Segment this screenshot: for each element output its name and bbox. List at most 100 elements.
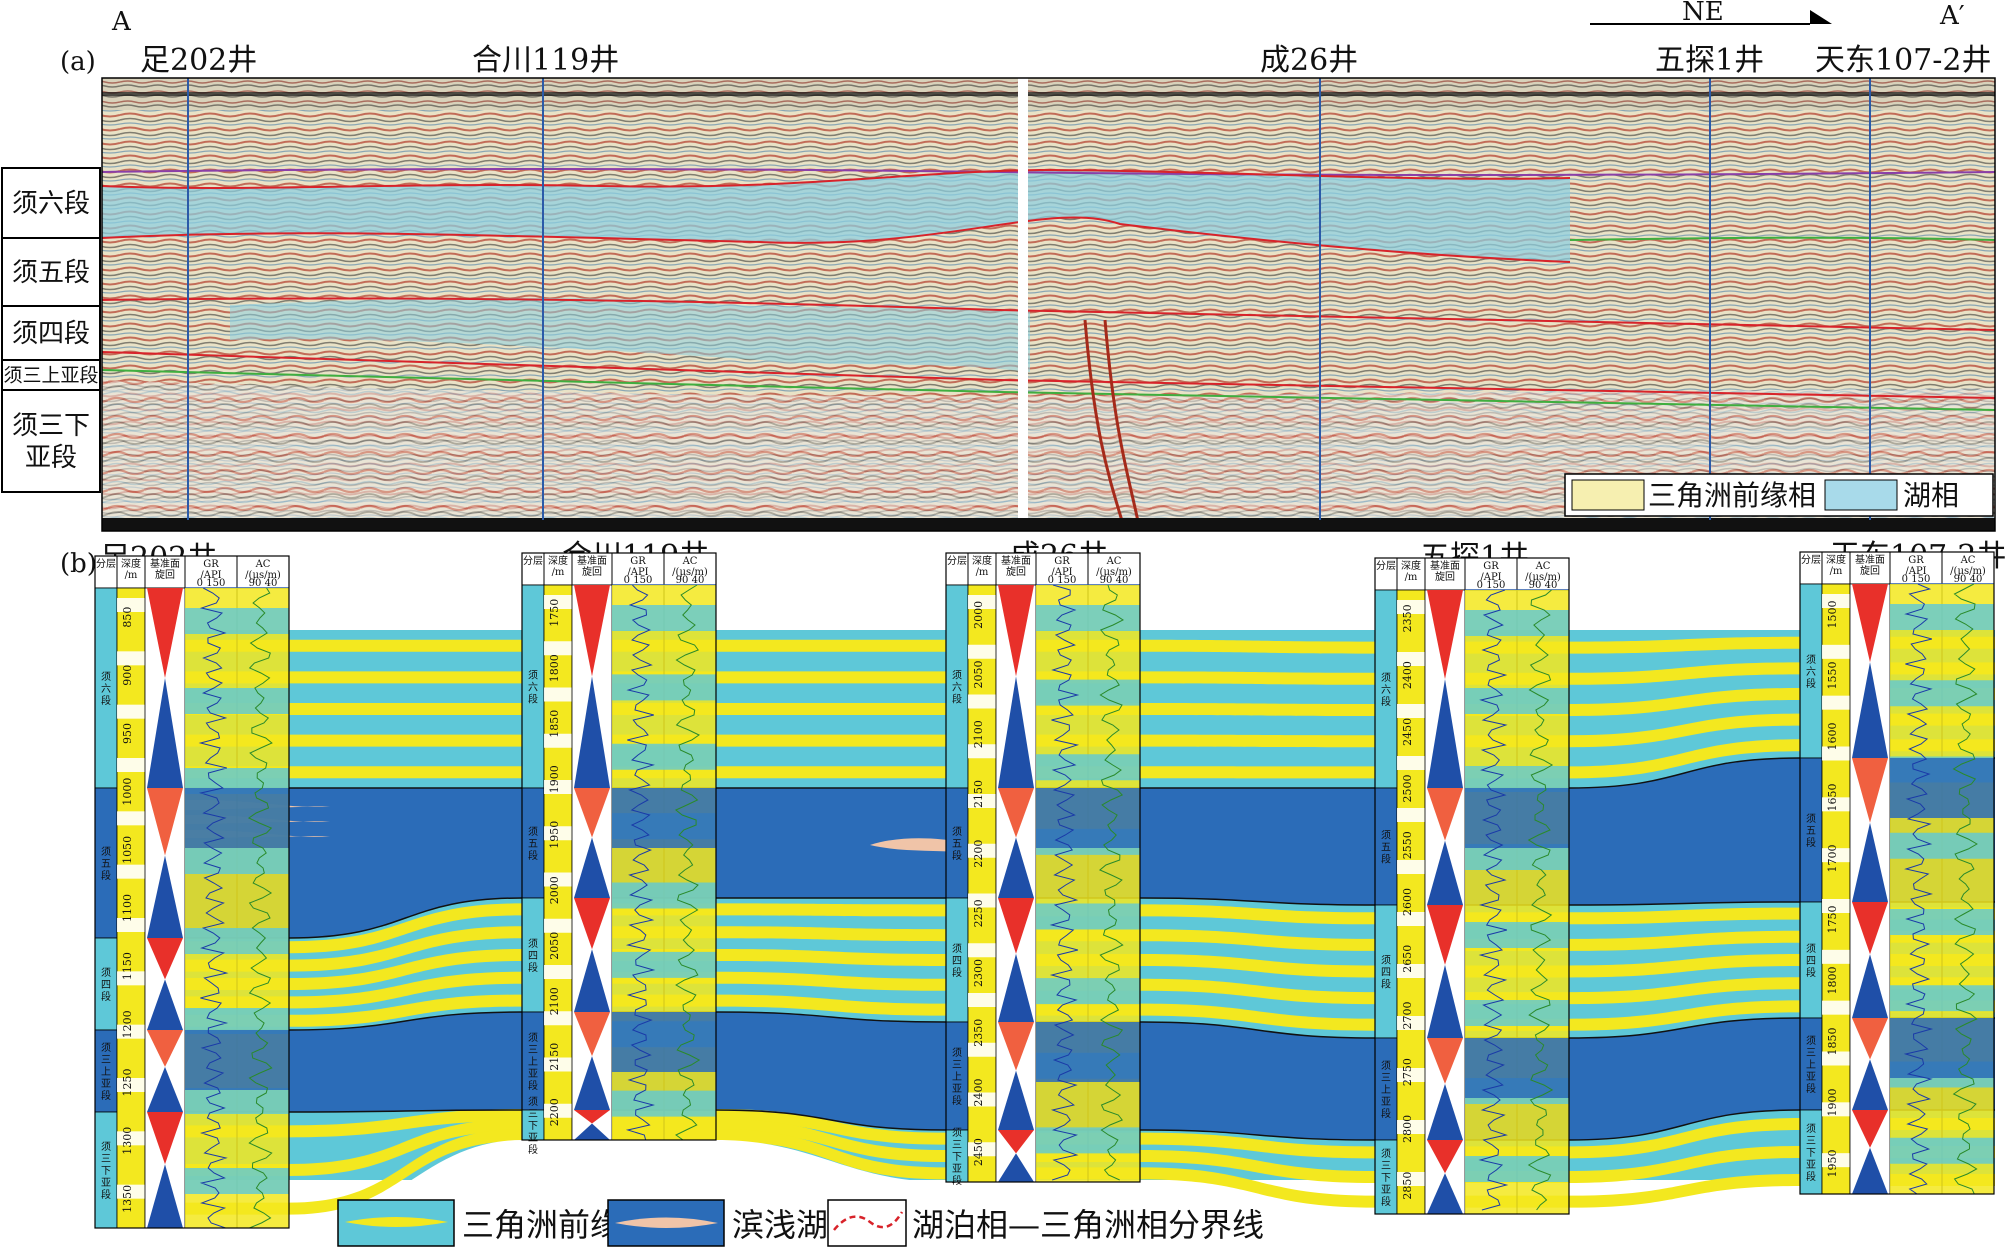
well-layer-label: 上 xyxy=(101,1066,111,1078)
column-header: 分层 xyxy=(947,555,967,567)
seismic-layer-label: 须四段 xyxy=(12,319,90,349)
well-layer-label: 须 xyxy=(528,1096,538,1108)
legend-label-lake-facies: 湖相 xyxy=(1903,479,1959,512)
column-header: /API xyxy=(627,567,648,578)
legend-label-facies-boundary: 湖泊相—三角洲相分界线 xyxy=(912,1206,1264,1244)
column-header: AC xyxy=(255,559,271,570)
well-layer-label: 上 xyxy=(1806,1059,1816,1071)
depth-tick: 1150 xyxy=(121,952,134,980)
column-header: /API xyxy=(1905,566,1926,577)
gr-scale: 0 150 xyxy=(1477,580,1506,591)
depth-tick: 2450 xyxy=(972,1138,985,1166)
well-layer-label: 段 xyxy=(528,693,538,706)
depth-tick: 850 xyxy=(121,607,134,628)
depth-tick: 1250 xyxy=(121,1069,134,1097)
well-layer-label: 亚 xyxy=(1381,1185,1391,1196)
well-layer-label: 须 xyxy=(952,670,962,682)
column-header: /API xyxy=(1051,567,1072,578)
column-header: /m xyxy=(976,567,989,578)
well-layer-label: 六 xyxy=(528,682,538,694)
well-layer-label: 亚 xyxy=(101,1178,111,1189)
gr-log-curve xyxy=(1478,589,1509,1211)
depth-tick: 1300 xyxy=(121,1127,134,1155)
depth-tick: 1750 xyxy=(548,599,561,627)
well-layer-label: 六 xyxy=(1381,684,1391,696)
well-layer-label: 六 xyxy=(1806,666,1816,678)
well-layer-label: 须 xyxy=(101,1042,111,1054)
well-layer-label: 五 xyxy=(1806,826,1816,837)
ac-scale: 90 40 xyxy=(1954,574,1983,585)
depth-tick: 1000 xyxy=(121,778,134,806)
well-layer-label: 须 xyxy=(1806,1035,1816,1047)
seismic-well-label: 五探1井 xyxy=(1655,43,1764,78)
well-layer-label: 须 xyxy=(1381,1060,1391,1072)
well-layer-label: 须 xyxy=(952,943,962,955)
depth-tick: 1750 xyxy=(1826,906,1839,934)
legend-swatch-delta-front-facies xyxy=(1571,479,1645,511)
depth-tick: 2300 xyxy=(972,959,985,987)
column-header: /m xyxy=(125,570,138,581)
column-header: GR xyxy=(630,556,646,567)
well-layer-label: 段 xyxy=(101,1089,111,1102)
seismic-well-label: 天东107-2井 xyxy=(1815,43,1991,78)
column-header: 深度 xyxy=(1401,559,1421,572)
well-layer-label: 三 xyxy=(952,1060,962,1071)
well-layer-label: 须 xyxy=(952,826,962,838)
depth-tick: 1850 xyxy=(1826,1028,1839,1056)
depth-tick: 1850 xyxy=(548,710,561,738)
depth-tick: 2350 xyxy=(1401,604,1414,632)
well-layer-label: 段 xyxy=(1381,978,1391,991)
column-header: GR xyxy=(1054,556,1070,567)
column-header: 分层 xyxy=(1376,560,1396,572)
depth-tick: 2750 xyxy=(1401,1058,1414,1086)
column-header: AC xyxy=(1960,555,1976,566)
ac-scale: 90 40 xyxy=(1100,575,1129,586)
well-layer-label: 五 xyxy=(952,839,962,850)
well-layer-label: 三 xyxy=(1381,1161,1391,1172)
ac-log-curve xyxy=(1527,589,1554,1211)
depth-tick: 2000 xyxy=(972,601,985,629)
well-layer-label: 下 xyxy=(1806,1148,1816,1159)
well-layer-label: 须 xyxy=(528,670,538,682)
well-layer-label: 三 xyxy=(101,1055,111,1066)
panel-b-legend: 三角洲前缘 滨浅湖 湖泊相—三角洲相分界线 xyxy=(337,1199,1264,1247)
column-header: 旋回 xyxy=(1006,565,1026,578)
depth-tick: 2350 xyxy=(972,1019,985,1047)
seismic-well-label: 合川119井 xyxy=(472,43,619,78)
ac-scale: 90 40 xyxy=(1529,580,1558,591)
well-layer-label: 四 xyxy=(528,951,538,962)
ac-log-curve xyxy=(1952,583,1978,1195)
depth-tick: 2050 xyxy=(548,932,561,960)
well-layer-label: 须 xyxy=(1381,672,1391,684)
column-header: /(μs/m) xyxy=(672,567,708,578)
well-layer-label: 须 xyxy=(101,671,111,683)
column-header: GR xyxy=(1908,555,1924,566)
seismic-layer-label: 须五段 xyxy=(12,258,90,288)
well-layer-label: 上 xyxy=(952,1071,962,1083)
well-layer-label: 段 xyxy=(952,693,962,706)
column-header: /(μs/m) xyxy=(1096,567,1132,578)
depth-tick: 2450 xyxy=(1401,718,1414,746)
seismic-section xyxy=(101,77,1996,532)
well-layer-label: 须 xyxy=(528,938,538,950)
well-layer-label: 须 xyxy=(1381,955,1391,967)
well-layer-label: 下 xyxy=(528,1121,538,1132)
well-layer-label: 四 xyxy=(101,980,111,991)
column-header: /API xyxy=(1480,572,1501,583)
well-layer-label: 亚 xyxy=(528,1133,538,1144)
well-layer-label: 段 xyxy=(101,694,111,707)
well-layer-label: 下 xyxy=(101,1166,111,1177)
panel-b-label: (b) xyxy=(60,549,97,579)
depth-tick: 2150 xyxy=(548,1043,561,1071)
column-header: /API xyxy=(200,570,221,581)
well-layer-label: 五 xyxy=(101,859,111,870)
column-header: 深度 xyxy=(548,554,568,567)
well-layer-label: 须 xyxy=(101,1141,111,1153)
seismic-well-label: 成26井 xyxy=(1260,43,1358,78)
depth-tick: 1800 xyxy=(548,654,561,682)
well-layer-label: 亚 xyxy=(1806,1072,1816,1083)
depth-tick: 2100 xyxy=(548,987,561,1015)
